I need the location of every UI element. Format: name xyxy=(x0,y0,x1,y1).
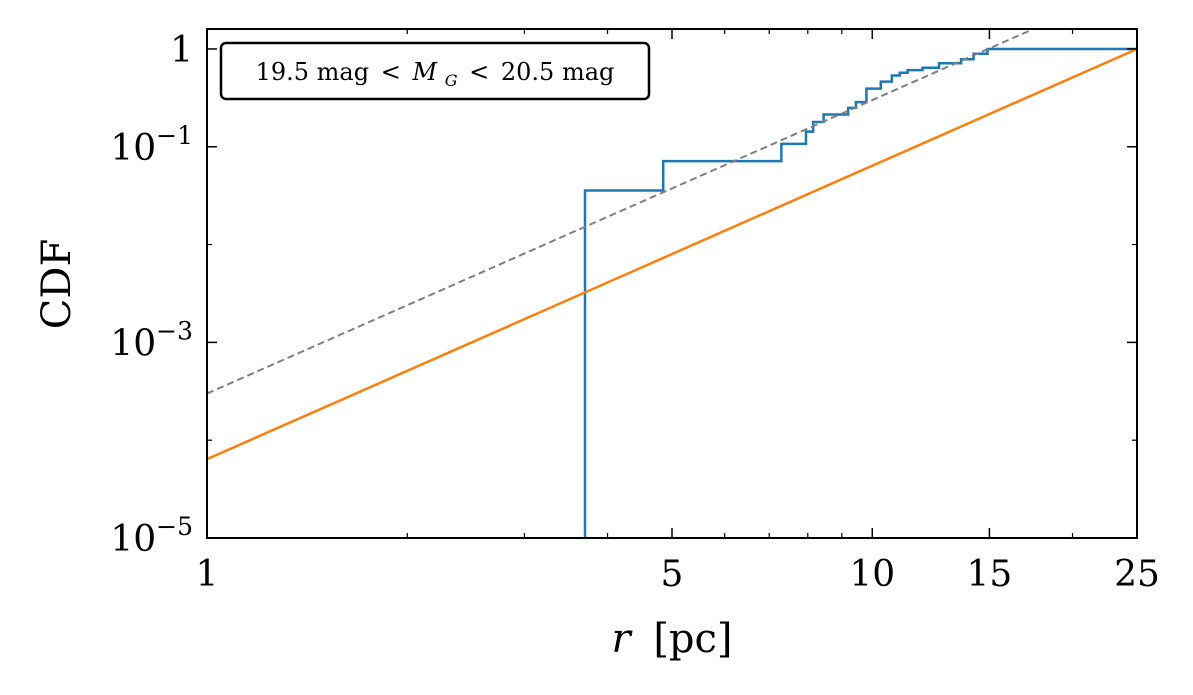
svg-text:19.5 mag < M: 19.5 mag < M G < 20.5 mag xyxy=(256,58,615,92)
legend-right-value: 20.5 mag xyxy=(501,58,615,86)
x-tick-label-5: 5 xyxy=(661,554,684,595)
y-tick-label-2: 10−1 xyxy=(110,121,193,169)
y-tick-label-1: 10−3 xyxy=(110,316,193,364)
series-line-0 xyxy=(583,47,1137,538)
plot-frame xyxy=(206,28,1138,539)
y-axis-label: CDF xyxy=(34,239,80,329)
x-tick-label-25: 25 xyxy=(1114,554,1160,595)
x-tick-label-15: 15 xyxy=(967,554,1013,595)
y-tick-label-0: 10−5 xyxy=(110,512,193,560)
legend-lt-symbol: < xyxy=(381,58,401,86)
x-axis-unit: [pc] xyxy=(653,616,732,662)
series-line-1 xyxy=(207,47,1137,461)
x-tick-label-10: 10 xyxy=(849,554,895,595)
legend-magnitude-var: M xyxy=(412,58,439,86)
x-axis-label: r [pc] xyxy=(611,616,732,662)
x-axis-variable: r xyxy=(611,616,633,662)
series-line-2 xyxy=(207,29,1036,395)
x-tick-label-1: 1 xyxy=(196,554,219,595)
legend-magnitude-subscript: G xyxy=(445,71,458,90)
y-tick-label-3: 1 xyxy=(170,30,193,71)
legend-lt-symbol-2: < xyxy=(469,58,489,86)
legend-box: 19.5 mag < M G < 20.5 mag xyxy=(219,41,651,101)
legend-left-value: 19.5 mag xyxy=(256,58,370,86)
